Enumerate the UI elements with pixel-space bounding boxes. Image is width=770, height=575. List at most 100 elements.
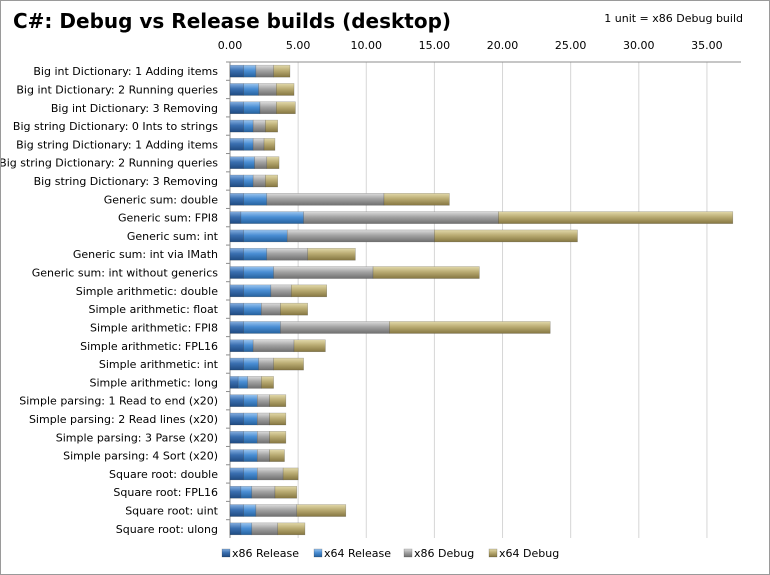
- category-label: Big string Dictionary: 1 Adding items: [16, 138, 218, 151]
- bar-x64-debug: [266, 156, 280, 169]
- bar-x64-release: [237, 376, 248, 389]
- bar-x64-release: [243, 101, 261, 115]
- bar-x86-debug: [252, 119, 266, 133]
- x-tick-label: 35.00: [691, 39, 723, 52]
- category-label: Simple parsing: 1 Read to end (x20): [19, 395, 218, 408]
- legend-swatch: [403, 548, 413, 558]
- category-label: Big int Dictionary: 1 Adding items: [33, 65, 218, 78]
- bar-x64-release: [243, 193, 268, 206]
- bar-x86-debug: [257, 394, 270, 407]
- legend-swatch: [488, 548, 498, 558]
- chart-title: C#: Debug vs Release builds (desktop): [13, 9, 452, 33]
- bar-x64-release: [243, 266, 274, 279]
- bar-x86-debug: [255, 64, 274, 78]
- x-tick-label: 25.00: [555, 39, 587, 52]
- bar-x64-release: [243, 156, 255, 169]
- bar-x64-release: [243, 229, 288, 243]
- bar-x86-release: [229, 302, 244, 316]
- bar-x64-release: [243, 357, 259, 371]
- bar-x86-debug: [251, 522, 278, 536]
- bar-x86-debug: [259, 101, 277, 115]
- x-tick-label: 5.00: [286, 39, 311, 52]
- bar-x64-release: [243, 339, 254, 353]
- bar-x86-release: [229, 156, 244, 169]
- bar-x86-debug: [257, 431, 270, 444]
- bar-x64-debug: [296, 504, 347, 517]
- bar-x86-debug: [258, 357, 274, 371]
- category-label: Simple arithmetic: FPL16: [80, 340, 218, 353]
- category-label: Big int Dictionary: 3 Removing: [51, 102, 218, 115]
- bar-x64-debug: [434, 229, 578, 243]
- category-label: Simple arithmetic: float: [89, 303, 219, 316]
- category-label: Square root: double: [109, 468, 218, 481]
- category-label: Simple arithmetic: double: [76, 285, 218, 298]
- bar-x86-release: [229, 485, 242, 499]
- bar-x64-release: [240, 485, 253, 499]
- bar-x64-debug: [383, 193, 450, 206]
- bar-x86-release: [229, 522, 242, 536]
- bar-x64-release: [243, 119, 254, 133]
- legend-swatch: [221, 548, 231, 558]
- legend-label: x86 Release: [232, 547, 299, 560]
- legend-label: x86 Debug: [414, 547, 474, 560]
- bar-x64-release: [243, 302, 262, 316]
- bar-x64-release: [243, 64, 257, 78]
- bar-x86-release: [229, 229, 244, 243]
- bar-x86-release: [229, 412, 244, 426]
- bar-x64-debug: [280, 302, 308, 316]
- category-label: Square root: ulong: [116, 523, 218, 536]
- bar-x86-debug: [286, 229, 435, 243]
- bar-x86-release: [229, 247, 244, 261]
- bar-x64-debug: [276, 83, 295, 96]
- bar-x64-release: [243, 174, 254, 188]
- bar-x64-debug: [276, 101, 296, 115]
- x-tick-label: 0.00: [218, 39, 243, 52]
- category-label: Generic sum: FPI8: [118, 212, 218, 225]
- bar-x64-release: [243, 504, 257, 517]
- bar-x86-release: [229, 284, 244, 298]
- bar-x86-release: [229, 174, 244, 188]
- category-label: Generic sum: double: [104, 193, 218, 206]
- bar-x64-debug: [263, 138, 276, 151]
- bar-x86-debug: [273, 266, 374, 279]
- bar-x86-release: [229, 119, 244, 133]
- category-label: Simple parsing: 3 Parse (x20): [56, 431, 218, 444]
- bar-x86-release: [229, 504, 244, 517]
- bar-x86-release: [229, 138, 244, 151]
- bar-x64-debug: [307, 247, 356, 261]
- bar-x86-release: [229, 376, 239, 389]
- category-label: Big string Dictionary: 2 Running queries: [1, 157, 218, 170]
- x-tick-label: 15.00: [419, 39, 451, 52]
- bar-x86-debug: [303, 211, 499, 224]
- bar-x86-debug: [258, 83, 277, 96]
- bar-x86-debug: [251, 485, 276, 499]
- bar-x64-release: [243, 83, 259, 96]
- category-label: Simple arithmetic: int: [99, 358, 219, 371]
- category-label: Generic sum: int without generics: [32, 267, 219, 280]
- bar-x86-release: [229, 266, 244, 279]
- bar-x86-debug: [257, 412, 270, 426]
- bar-x86-release: [229, 467, 244, 481]
- bar-x64-debug: [269, 394, 287, 407]
- bar-x86-release: [229, 193, 244, 206]
- bar-x64-debug: [265, 174, 278, 188]
- bar-x64-release: [243, 284, 272, 298]
- bar-x86-release: [229, 431, 244, 444]
- bar-x64-release: [243, 321, 281, 334]
- category-label: Big int Dictionary: 2 Running queries: [16, 83, 218, 96]
- category-label: Big string Dictionary: 3 Removing: [34, 175, 218, 188]
- category-label: Generic sum: int via IMath: [73, 248, 218, 261]
- bar-x64-release: [243, 467, 258, 481]
- bar-x86-release: [229, 64, 244, 78]
- bar-x64-debug: [282, 467, 299, 481]
- bar-x64-debug: [389, 321, 551, 334]
- bar-x86-debug: [257, 467, 284, 481]
- bar-x86-release: [229, 339, 244, 353]
- bar-x64-debug: [372, 266, 480, 279]
- bar-x86-debug: [252, 174, 266, 188]
- bar-x86-debug: [266, 193, 385, 206]
- bar-x86-debug: [252, 339, 295, 353]
- bar-x64-debug: [269, 431, 287, 444]
